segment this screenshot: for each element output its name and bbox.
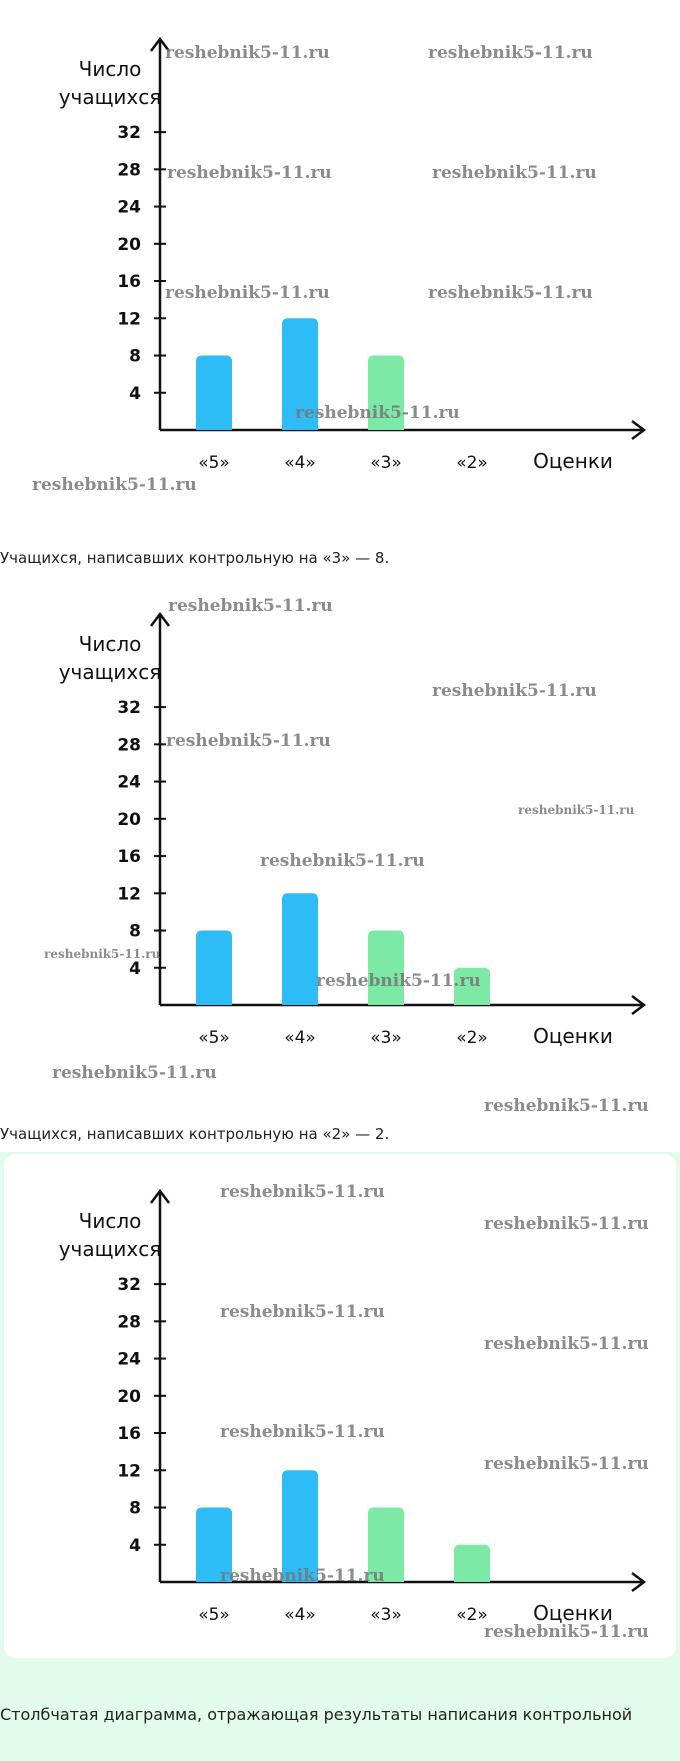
bar	[196, 355, 232, 430]
watermark: reshebnik5-11.ru	[428, 283, 593, 303]
watermark: reshebnik5-11.ru	[295, 403, 460, 423]
x-arrow	[631, 1572, 647, 1592]
x-tick-label: «3»	[370, 453, 402, 473]
y-tick-label: 20	[117, 235, 141, 255]
y-arrow	[150, 611, 170, 627]
y-tick-label: 12	[117, 884, 141, 904]
bar	[368, 1507, 404, 1582]
caption: Учащихся, написавших контрольную на «3» …	[0, 549, 390, 567]
y-tick-label: 12	[117, 309, 141, 329]
y-tick-label: 16	[117, 272, 141, 292]
watermark: reshebnik5-11.ru	[167, 163, 332, 183]
watermark: reshebnik5-11.ru	[316, 971, 481, 991]
caption: Столбчатая диаграмма, отражающая результ…	[0, 1705, 633, 1724]
y-tick-label: 24	[117, 198, 141, 218]
watermark: reshebnik5-11.ru	[52, 1063, 217, 1083]
watermark: reshebnik5-11.ru	[168, 596, 333, 616]
bar	[282, 893, 318, 1005]
watermark: reshebnik5-11.ru	[165, 43, 330, 63]
chart: Число учащихся Оценки 4 8 12 16 20 24 28 32 «5» «4» «…	[44, 596, 649, 1116]
y-tick-label: 20	[117, 810, 141, 830]
bar	[196, 1507, 232, 1582]
y-tick-label: 28	[117, 160, 141, 180]
watermark: reshebnik5-11.ru	[166, 731, 331, 751]
y-tick-label: 16	[117, 847, 141, 867]
watermark: reshebnik5-11.ru	[44, 947, 161, 961]
y-tick-label: 8	[129, 347, 141, 367]
watermark: reshebnik5-11.ru	[220, 1302, 385, 1322]
y-tick-label: 24	[117, 1350, 141, 1370]
y-axis-label: учащихся	[59, 85, 162, 109]
y-tick-label: 28	[117, 1312, 141, 1332]
x-tick-label: «2»	[456, 1605, 488, 1625]
x-tick-label: «3»	[370, 1028, 402, 1048]
x-arrow	[631, 420, 647, 440]
watermark: reshebnik5-11.ru	[432, 163, 597, 183]
y-tick-label: 16	[117, 1424, 141, 1444]
y-tick-label: 4	[129, 1536, 141, 1556]
y-axis-label: учащихся	[59, 1237, 162, 1261]
watermark: reshebnik5-11.ru	[220, 1182, 385, 1202]
watermark: reshebnik5-11.ru	[484, 1334, 649, 1354]
x-axis-label: Оценки	[533, 1024, 613, 1048]
bar	[282, 1470, 318, 1582]
y-tick-label: 4	[129, 384, 141, 404]
bar	[454, 967, 490, 1005]
x-tick-label: «5»	[198, 1028, 230, 1048]
watermark: reshebnik5-11.ru	[484, 1096, 649, 1116]
bar	[196, 930, 232, 1005]
x-tick-label: «2»	[456, 453, 488, 473]
x-arrow	[631, 995, 647, 1015]
y-tick-label: 20	[117, 1387, 141, 1407]
y-tick-label: 28	[117, 735, 141, 755]
y-tick-label: 32	[117, 698, 141, 718]
chart-card	[4, 1154, 676, 1658]
y-arrow	[150, 1188, 170, 1204]
x-tick-label: «3»	[370, 1605, 402, 1625]
chart: Число учащихся Оценки 4 8 12 16 20 24 28 32 «5» «4» «…	[32, 36, 647, 495]
y-tick-label: 8	[129, 922, 141, 942]
chart: Число учащихся Оценки 4 8 12 16 20 24 28 32 «5» «4» «…	[59, 1182, 649, 1642]
y-tick-label: 12	[117, 1461, 141, 1481]
bar	[454, 1544, 490, 1582]
y-axis-label: Число	[79, 632, 142, 656]
caption: Учащихся, написавших контрольную на «2» …	[0, 1125, 390, 1143]
watermark: reshebnik5-11.ru	[484, 1622, 649, 1642]
y-axis-label: Число	[79, 1209, 142, 1233]
watermark: reshebnik5-11.ru	[165, 283, 330, 303]
y-tick-label: 8	[129, 1499, 141, 1519]
y-arrow	[150, 36, 170, 52]
y-tick-label: 32	[117, 1275, 141, 1295]
x-axis-label: Оценки	[533, 1601, 613, 1625]
watermark: reshebnik5-11.ru	[484, 1214, 649, 1234]
watermark: reshebnik5-11.ru	[484, 1454, 649, 1474]
watermark: reshebnik5-11.ru	[32, 475, 197, 495]
x-axis-label: Оценки	[533, 449, 613, 473]
bar	[368, 355, 404, 430]
y-tick-label: 4	[129, 959, 141, 979]
watermark: reshebnik5-11.ru	[428, 43, 593, 63]
x-tick-label: «4»	[284, 1028, 316, 1048]
bar	[368, 930, 404, 1005]
x-tick-label: «5»	[198, 453, 230, 473]
x-tick-label: «5»	[198, 1605, 230, 1625]
watermark: reshebnik5-11.ru	[260, 851, 425, 871]
watermark: reshebnik5-11.ru	[220, 1566, 385, 1586]
x-tick-label: «2»	[456, 1028, 488, 1048]
watermark: reshebnik5-11.ru	[220, 1422, 385, 1442]
watermark: reshebnik5-11.ru	[518, 803, 635, 817]
y-axis-label: учащихся	[59, 660, 162, 684]
x-tick-label: «4»	[284, 1605, 316, 1625]
watermark: reshebnik5-11.ru	[432, 681, 597, 701]
y-tick-label: 24	[117, 773, 141, 793]
y-axis-label: Число	[79, 57, 142, 81]
bar	[282, 318, 318, 430]
y-tick-label: 32	[117, 123, 141, 143]
x-tick-label: «4»	[284, 453, 316, 473]
